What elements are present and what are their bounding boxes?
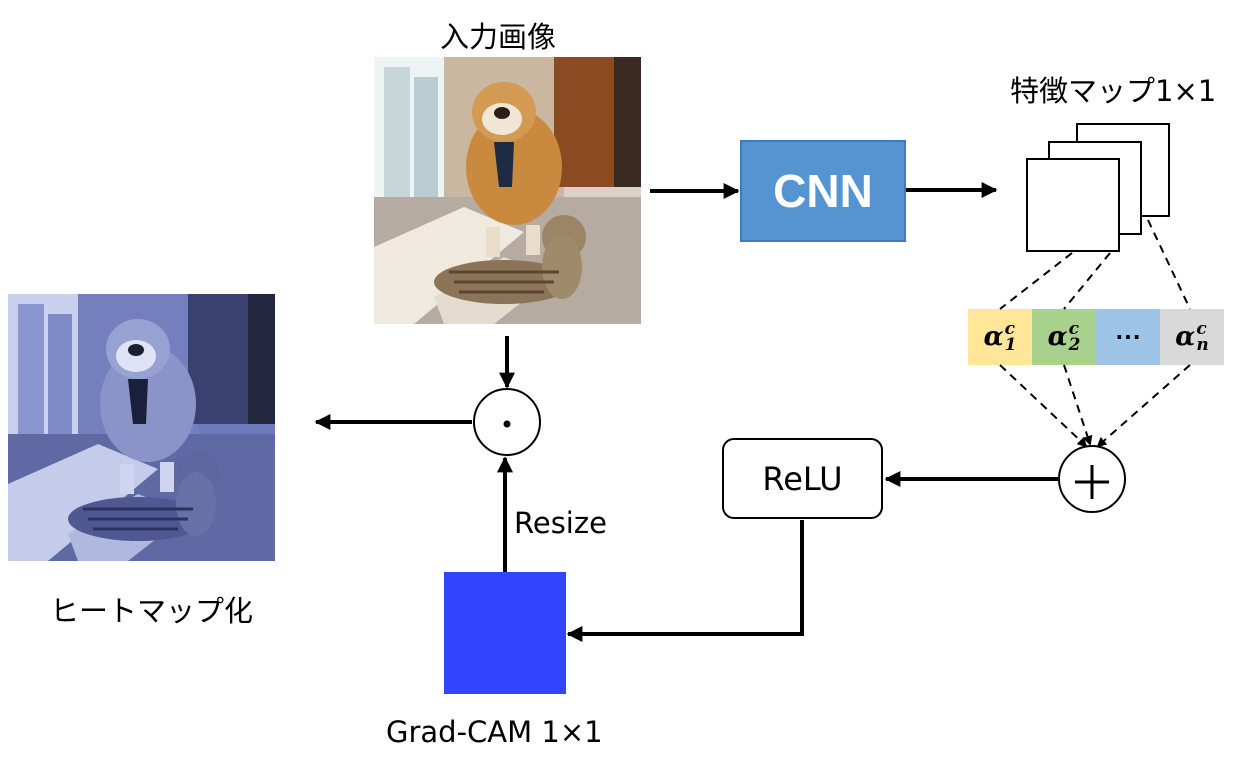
heatmap-image — [8, 294, 275, 561]
cnn-label: CNN — [773, 165, 873, 217]
alpha-cell-ellipsis: ⋯ — [1096, 309, 1160, 365]
feature-map-front — [1026, 158, 1120, 252]
sum-operator — [1058, 445, 1126, 513]
dashed-alphas-to-sum — [999, 364, 1191, 448]
alpha-symbol: α — [1175, 322, 1196, 352]
gradcam-label: Grad-CAM 1×1 — [386, 715, 603, 749]
alpha-subscript: 1 — [1004, 335, 1017, 355]
alpha-superscript: c — [1196, 318, 1207, 339]
dashed-features-to-alphas — [999, 219, 1191, 310]
heatmap-label: ヒートマップ化 — [50, 594, 254, 628]
resize-label: Resize — [514, 506, 607, 540]
cnn-block: CNN — [740, 140, 906, 242]
alpha-subscript: n — [1196, 335, 1209, 355]
relu-block: ReLU — [722, 438, 883, 519]
alpha-subscript: 2 — [1068, 335, 1081, 355]
relu-label: ReLU — [762, 459, 843, 498]
alpha-superscript: c — [1068, 318, 1079, 339]
feature-map-label: 特徴マップ1×1 — [1010, 74, 1217, 108]
alpha-symbol: α — [1047, 322, 1068, 352]
gradcam-block — [444, 572, 566, 694]
input-image — [374, 57, 641, 324]
alpha-superscript: c — [1004, 318, 1015, 339]
alpha-symbol: α — [983, 322, 1004, 352]
multiply-operator — [473, 388, 541, 456]
dog-and-cat-photo-icon — [374, 57, 641, 324]
blue-tinted-dog-and-cat-photo-icon — [8, 294, 275, 561]
ellipsis-symbol: ⋯ — [1115, 322, 1141, 352]
input-image-label: 入力画像 — [440, 20, 557, 54]
arrow-relu-to-gradcam — [566, 520, 804, 642]
